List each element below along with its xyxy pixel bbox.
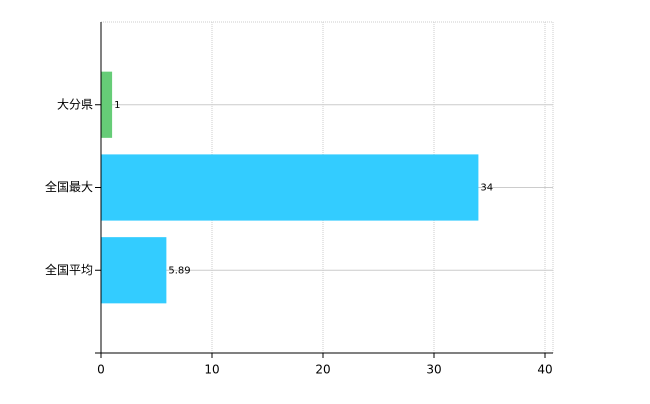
y-tick-label: 全国平均 <box>45 262 93 277</box>
bar <box>101 237 167 304</box>
value-label: 1 <box>114 100 120 111</box>
bar <box>101 154 479 221</box>
value-label: 34 <box>480 183 493 194</box>
x-tick-label: 10 <box>204 363 219 377</box>
x-tick-label: 0 <box>97 363 105 377</box>
x-tick-label: 40 <box>537 363 552 377</box>
value-label: 5.89 <box>168 265 190 276</box>
x-tick-label: 20 <box>315 363 330 377</box>
y-tick-label: 全国最大 <box>45 179 93 194</box>
bar <box>101 71 113 138</box>
x-tick-label: 30 <box>426 363 441 377</box>
y-tick-label: 大分県 <box>57 97 93 111</box>
